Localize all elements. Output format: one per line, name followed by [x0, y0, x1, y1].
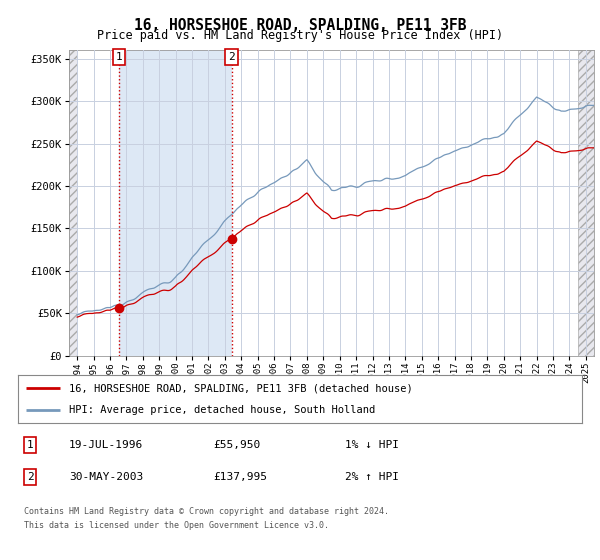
Text: £137,995: £137,995	[213, 472, 267, 482]
Text: 1: 1	[26, 440, 34, 450]
Text: HPI: Average price, detached house, South Holland: HPI: Average price, detached house, Sout…	[69, 405, 375, 415]
Bar	[119, 50, 232, 356]
Text: 16, HORSESHOE ROAD, SPALDING, PE11 3FB (detached house): 16, HORSESHOE ROAD, SPALDING, PE11 3FB (…	[69, 383, 413, 393]
Text: 30-MAY-2003: 30-MAY-2003	[69, 472, 143, 482]
Text: 1% ↓ HPI: 1% ↓ HPI	[345, 440, 399, 450]
Text: 2: 2	[26, 472, 34, 482]
Bar	[578, 50, 594, 356]
Text: 19-JUL-1996: 19-JUL-1996	[69, 440, 143, 450]
Text: 1: 1	[115, 52, 122, 62]
Text: 2% ↑ HPI: 2% ↑ HPI	[345, 472, 399, 482]
Bar	[69, 50, 77, 356]
Text: 2: 2	[228, 52, 235, 62]
Text: This data is licensed under the Open Government Licence v3.0.: This data is licensed under the Open Gov…	[24, 521, 329, 530]
Text: Price paid vs. HM Land Registry's House Price Index (HPI): Price paid vs. HM Land Registry's House …	[97, 29, 503, 42]
Text: 16, HORSESHOE ROAD, SPALDING, PE11 3FB: 16, HORSESHOE ROAD, SPALDING, PE11 3FB	[134, 18, 466, 33]
Text: Contains HM Land Registry data © Crown copyright and database right 2024.: Contains HM Land Registry data © Crown c…	[24, 507, 389, 516]
Text: £55,950: £55,950	[213, 440, 260, 450]
